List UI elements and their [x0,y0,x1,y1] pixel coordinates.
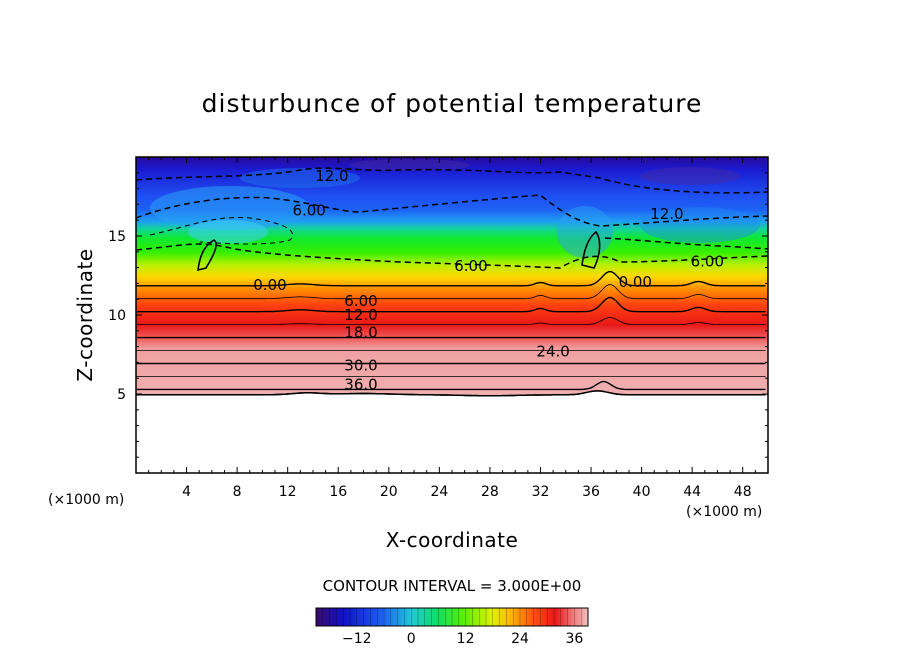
contour-label: 6.00 [292,202,325,220]
contour-line-24 [136,380,766,391]
contour-labels: 12.06.00 12.06.00 6.000.00 0.006.0012.018.0… [253,167,724,394]
contour-label: 0.00 [253,276,286,294]
x-tick-label: 16 [329,484,347,500]
colorbar: −12 0 12 24 36 [315,607,589,647]
colorbar-tick-label: 12 [457,631,475,647]
contour-line-39 [136,390,766,397]
contour-line-0 [136,271,766,287]
zero-contour-features [197,230,601,272]
chart-title: disturbunce of potential temperature [202,89,703,118]
y-tick-label: 10 [108,308,126,324]
x-axis-label: X-coordinate [386,528,519,552]
negative-contour-lines [136,167,768,269]
colorbar-tick-label: 0 [407,631,416,647]
contour-label: 12.0 [315,167,348,185]
x-tick-label: 32 [532,484,550,500]
contour-lines [136,271,766,397]
colorbar-tick-label: 36 [565,631,583,647]
x-axis: 4 8 12 16 20 24 28 32 36 40 44 48 [148,157,756,500]
x-tick-label: 12 [279,484,297,500]
contour-label: 6.00 [691,252,724,270]
x-tick-label: 44 [683,484,701,500]
colorbar-tick-label: −12 [342,631,372,647]
contour-label: 6.00 [344,292,377,310]
x-tick-label: 24 [430,484,448,500]
contour-line-3 [136,284,766,300]
contour-line-6 [136,296,766,313]
x-tick-label: 36 [582,484,600,500]
x-axis-unit-right: (×1000 m) [686,504,762,520]
x-axis-unit-left: (×1000 m) [48,492,124,508]
contour-label: 12.0 [344,306,377,324]
contour-neg-6-left [136,194,768,227]
contour-neg-3 [136,243,768,269]
x-tick-label: 20 [380,484,398,500]
contour-neg-upper-left [149,217,293,245]
contour-neg-12 [136,167,768,194]
y-axis: 5 10 15 [108,172,768,458]
contour-label: 30.0 [344,357,377,375]
colorbar-dividers [322,608,582,626]
x-tick-label: 40 [633,484,651,500]
contour-label: 12.0 [650,205,683,223]
y-tick-label: 15 [108,229,126,245]
x-tick-label: 28 [481,484,499,500]
contour-interval-label: CONTOUR INTERVAL = 3.000E+00 [323,577,582,595]
colorbar-tick-label: 24 [511,631,529,647]
plot-area [136,157,768,473]
contour-label: 24.0 [536,342,569,360]
contour-label: 18.0 [344,323,377,341]
x-tick-label: 48 [734,484,752,500]
colorbar-ticks: −12 0 12 24 36 [342,631,583,647]
contour-label: 6.00 [454,257,487,275]
contour-label: 36.0 [344,376,377,394]
x-tick-label: 8 [233,484,242,500]
x-tick-label: 4 [182,484,191,500]
contour-line-9 [136,317,766,325]
contour-label: 0.00 [619,273,652,291]
y-axis-label: Z-coordinate [73,248,97,381]
y-tick-label: 5 [117,387,126,403]
